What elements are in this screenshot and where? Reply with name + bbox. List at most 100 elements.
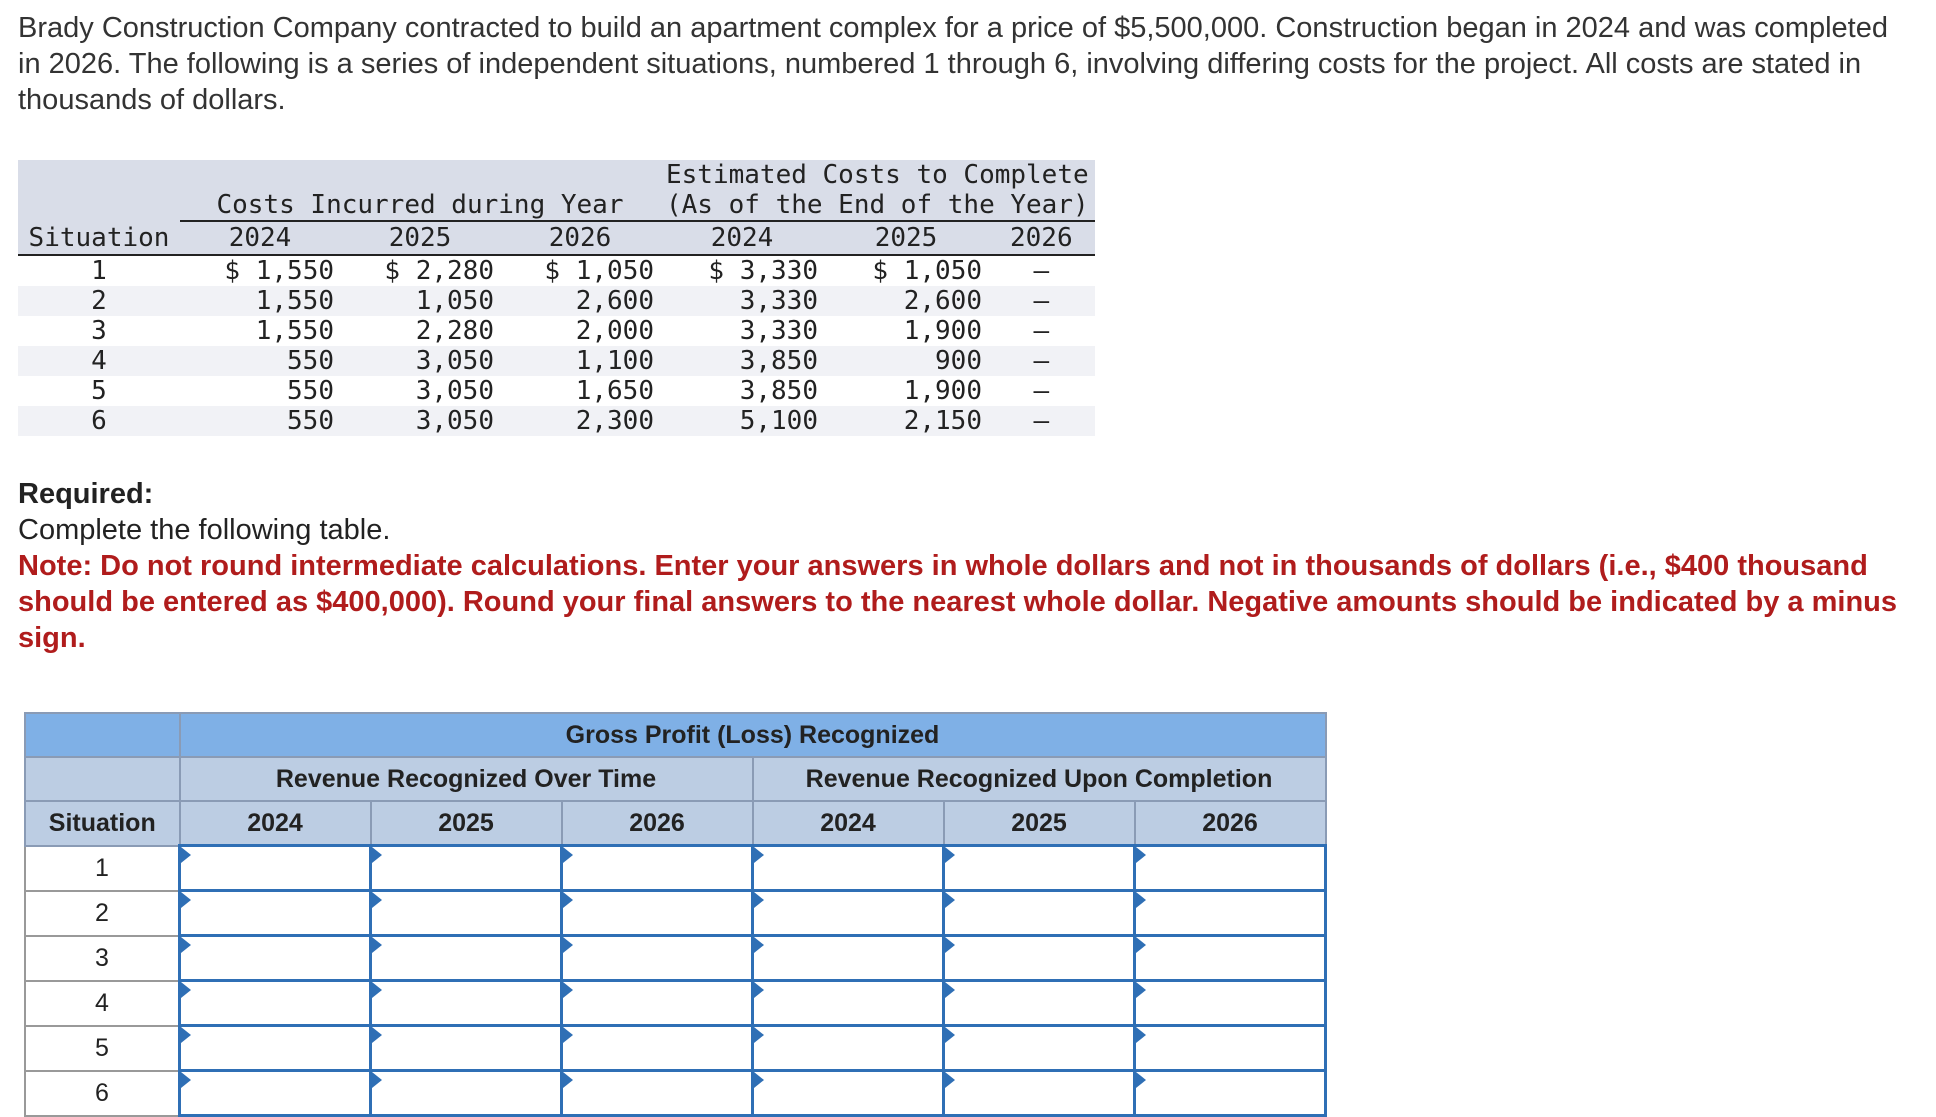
gross-profit-input[interactable] [372,1075,560,1111]
cell-marker-icon [754,847,764,863]
answer-cell[interactable] [178,844,372,892]
answer-cell[interactable] [560,1069,754,1117]
answer-cell[interactable] [560,844,754,892]
answer-cell[interactable] [560,979,754,1027]
cell-marker-icon [1136,937,1146,953]
situation-number: 3 [24,934,181,982]
answer-cell[interactable] [1133,1024,1327,1072]
year-header: 2026 [988,221,1095,256]
gross-profit-input[interactable] [945,985,1133,1021]
answer-cell[interactable] [369,889,563,937]
cell-marker-icon [563,1027,573,1043]
cell-marker-icon [945,847,955,863]
cell-marker-icon [1136,982,1146,998]
gross-profit-input[interactable] [754,850,942,886]
answer-cell[interactable] [369,1069,563,1117]
incurred-group-header: Costs Incurred during Year [180,190,660,222]
cell-marker-icon [563,982,573,998]
answer-cell[interactable] [942,889,1136,937]
cost-incurred-cell: 2,000 [575,316,654,346]
situation-number: 3 [91,316,107,346]
gross-profit-input[interactable] [1136,850,1324,886]
gross-profit-input[interactable] [754,1075,942,1111]
answer-cell[interactable] [178,934,372,982]
gross-profit-input[interactable] [563,985,751,1021]
answer-cell[interactable] [560,934,754,982]
gross-profit-input[interactable] [945,1075,1133,1111]
gross-profit-input[interactable] [1136,895,1324,931]
answer-cell[interactable] [751,844,945,892]
answer-cell[interactable] [1133,979,1327,1027]
gross-profit-input[interactable] [945,895,1133,931]
answer-cell[interactable] [1133,1069,1327,1117]
gross-profit-input[interactable] [1136,1075,1324,1111]
gross-profit-input[interactable] [563,895,751,931]
gross-profit-input[interactable] [181,895,369,931]
gross-profit-input[interactable] [181,850,369,886]
answer-cell[interactable] [369,1024,563,1072]
answer-cell[interactable] [942,1024,1136,1072]
cost-incurred-cell: 1,100 [500,346,660,376]
gross-profit-input[interactable] [563,850,751,886]
gross-profit-input[interactable] [181,940,369,976]
gross-profit-input[interactable] [754,1030,942,1066]
cell-marker-icon [372,937,382,953]
gross-profit-input[interactable] [754,895,942,931]
answer-cell[interactable] [1133,844,1327,892]
answer-cell[interactable] [1133,934,1327,982]
gross-profit-input[interactable] [563,940,751,976]
gross-profit-input[interactable] [945,850,1133,886]
answer-cell[interactable] [369,979,563,1027]
answer-cell[interactable] [369,844,563,892]
gross-profit-input[interactable] [372,985,560,1021]
gross-profit-input[interactable] [372,895,560,931]
gross-profit-input[interactable] [1136,940,1324,976]
year-header: 2025 [942,800,1136,847]
answer-cell[interactable] [942,844,1136,892]
answer-cell[interactable] [942,934,1136,982]
answer-cell[interactable] [942,979,1136,1027]
answer-cell[interactable] [560,1024,754,1072]
answer-cell[interactable] [751,889,945,937]
estimated-cost-cell: — [1033,376,1050,406]
answer-cell[interactable] [369,934,563,982]
cell-marker-icon [372,1072,382,1088]
answer-cell[interactable] [1133,889,1327,937]
gross-profit-input[interactable] [563,1075,751,1111]
answer-cell[interactable] [178,889,372,937]
estimated-cost-cell: 1,900 [903,316,982,346]
gross-profit-input[interactable] [754,985,942,1021]
cost-incurred-cell: $ 2,280 [384,256,494,286]
answer-cell[interactable] [751,934,945,982]
answer-cell[interactable] [178,1069,372,1117]
gross-profit-input[interactable] [1136,985,1324,1021]
upon-completion-group-header: Revenue Recognized Upon Completion [751,756,1327,802]
estimated-group-line2: (As of the End of the Year) [660,190,1095,222]
cell-marker-icon [563,937,573,953]
answer-cell[interactable] [178,1024,372,1072]
answer-cell[interactable] [751,1069,945,1117]
gross-profit-input[interactable] [372,940,560,976]
gross-profit-input[interactable] [372,850,560,886]
gross-profit-input[interactable] [372,1030,560,1066]
gross-profit-input[interactable] [945,1030,1133,1066]
gross-profit-input[interactable] [181,1030,369,1066]
cell-marker-icon [754,1072,764,1088]
gross-profit-input[interactable] [563,1030,751,1066]
answer-cell[interactable] [751,1024,945,1072]
gross-profit-input[interactable] [754,940,942,976]
gross-profit-input[interactable] [181,985,369,1021]
answer-cell[interactable] [751,979,945,1027]
gross-profit-input[interactable] [945,940,1133,976]
answer-row: 6 [24,1069,1327,1117]
answer-table: Gross Profit (Loss) Recognized Revenue R… [24,712,1327,1117]
answer-cell[interactable] [560,889,754,937]
gross-profit-input[interactable] [1136,1030,1324,1066]
estimated-cost-cell: 3,330 [739,316,818,346]
answer-cell[interactable] [178,979,372,1027]
cell-marker-icon [754,892,764,908]
gross-profit-input[interactable] [181,1075,369,1111]
answer-cell[interactable] [942,1069,1136,1117]
cost-incurred-cell: 2,600 [500,286,660,316]
costs-row: 2 1,550 1,050 2,600 3,330 2,600— [18,286,1095,316]
